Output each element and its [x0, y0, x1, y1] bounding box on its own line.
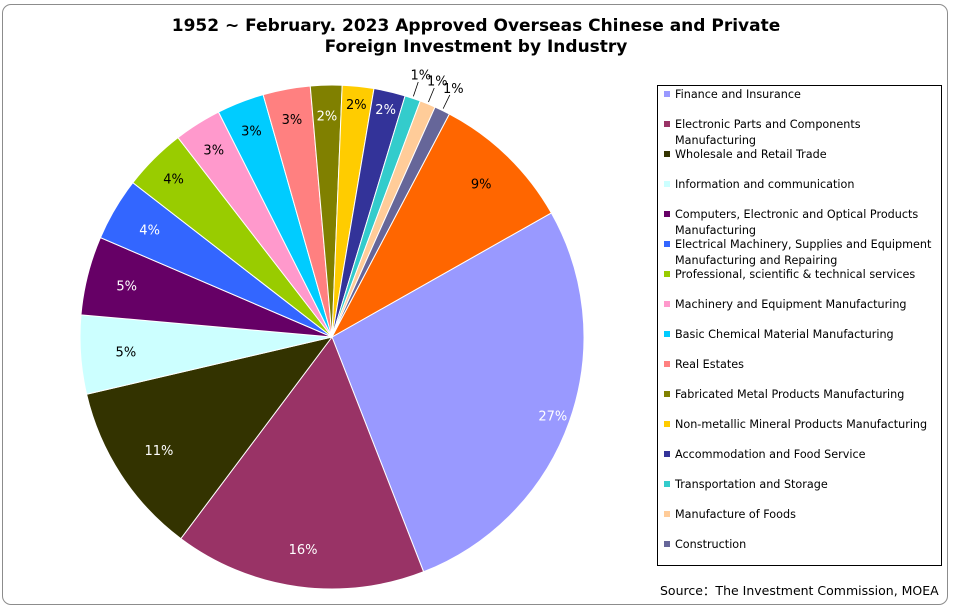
slice-label-computers-electronic-and-optical-products-manufacturing: 5%	[116, 279, 137, 294]
slice-label-unlabeled: 9%	[471, 177, 492, 192]
legend-label: Manufacture of Foods	[675, 508, 796, 521]
legend-label: Electrical Machinery, Supplies and Equip…	[675, 238, 932, 267]
chart-title: 1952 ~ February. 2023 Approved Overseas …	[171, 16, 781, 57]
slice-label-construction: 1%	[443, 82, 464, 97]
legend-label: Transportation and Storage	[675, 478, 828, 491]
slice-label-basic-chemical-material-manufacturing: 3%	[241, 124, 262, 139]
legend-swatch	[664, 301, 670, 307]
legend-swatch	[664, 451, 670, 457]
legend-label: Construction	[675, 538, 747, 551]
legend-swatch	[664, 121, 670, 127]
legend-label: Wholesale and Retail Trade	[675, 148, 827, 161]
source-note: Source：The Investment Commission, MOEA	[660, 583, 939, 598]
pie-slice-finance-and-insurance	[331, 212, 585, 573]
leader-line-construction	[442, 94, 451, 109]
legend-label: Professional, scientific & technical ser…	[675, 268, 916, 281]
legend-swatch	[664, 541, 670, 547]
slice-label-non-metallic-mineral-products-manufacturing: 2%	[346, 98, 367, 113]
leader-line-transportation-and-storage	[412, 81, 419, 97]
slice-label-real-estates: 3%	[282, 113, 303, 128]
slice-label-accommodation-and-food-service: 2%	[375, 103, 396, 118]
legend-swatch	[664, 271, 670, 277]
slice-label-fabricated-metal-products-manufacturing: 2%	[317, 109, 338, 124]
slice-label-transportation-and-storage: 1%	[410, 68, 431, 83]
pie-slice-unlabeled	[330, 113, 553, 339]
legend-label: Finance and Insurance	[675, 88, 801, 101]
legend-swatch	[664, 151, 670, 157]
legend-swatch	[664, 421, 670, 427]
slice-label-finance-and-insurance: 27%	[538, 410, 567, 425]
legend-label: Non-metallic Mineral Products Manufactur…	[675, 418, 928, 431]
legend-swatch	[664, 481, 670, 487]
legend-label: Fabricated Metal Products Manufacturing	[675, 388, 905, 401]
pie-slice-wholesale-and-retail-trade	[85, 336, 334, 540]
legend-label: Accommodation and Food Service	[675, 448, 866, 461]
slice-label-information-and-communication: 5%	[116, 346, 137, 361]
slice-label-electrical-machinery-supplies-and-equipment-manufacturing-and-repairing: 4%	[139, 224, 160, 239]
legend-label: Computers, Electronic and Optical Produc…	[675, 208, 919, 237]
slice-label-electronic-parts-and-components-manufacturing: 16%	[289, 543, 318, 558]
legend-swatch	[664, 241, 670, 247]
legend-swatch	[664, 391, 670, 397]
legend-label: Real Estates	[675, 358, 744, 371]
legend-label: Basic Chemical Material Manufacturing	[675, 328, 894, 341]
legend-swatch	[664, 91, 670, 97]
legend-label: Machinery and Equipment Manufacturing	[675, 298, 907, 311]
legend-swatch	[664, 331, 670, 337]
leader-line-manufacture-of-foods	[428, 87, 435, 103]
slice-label-machinery-and-equipment-manufacturing: 3%	[203, 143, 224, 158]
pie-slice-electronic-parts-and-components-manufacturing	[180, 335, 425, 590]
legend-swatch	[664, 211, 670, 217]
slice-label-manufacture-of-foods: 1%	[427, 75, 448, 90]
legend-label: Electronic Parts and Components Manufact…	[675, 118, 861, 147]
legend-swatch	[664, 181, 670, 187]
slice-label-wholesale-and-retail-trade: 11%	[145, 444, 174, 459]
legend-label: Information and communication	[675, 178, 855, 191]
slice-label-professional-scientific-technical-services: 4%	[163, 172, 184, 187]
legend-swatch	[664, 511, 670, 517]
legend-swatch	[664, 361, 670, 367]
chart-legend: Finance and Insurance Electronic Parts an…	[657, 85, 942, 566]
